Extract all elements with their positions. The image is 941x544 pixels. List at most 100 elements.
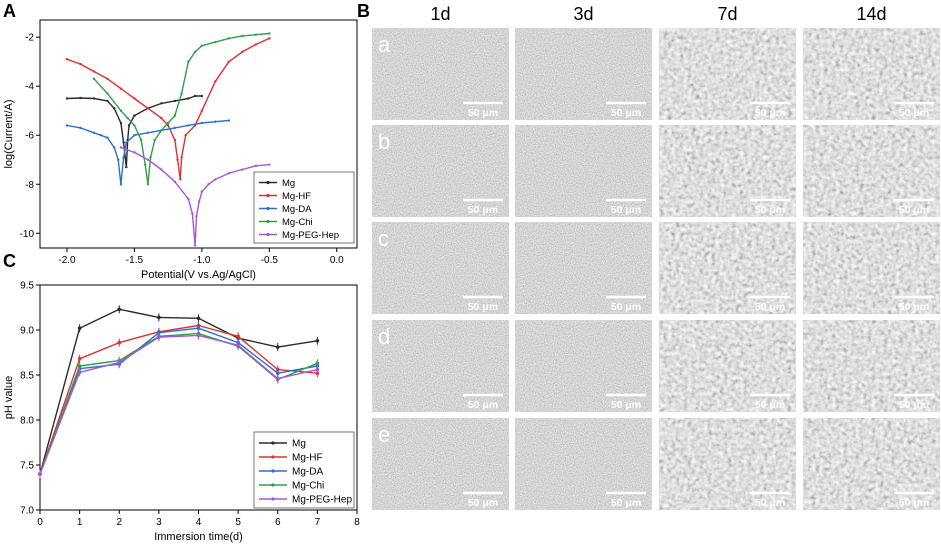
scale-bar-label: 50 μm (611, 497, 641, 509)
data-point (214, 40, 217, 44)
row-label-d: d (378, 324, 390, 349)
data-point (241, 34, 244, 38)
y-tick-label: 9.5 (20, 281, 34, 292)
data-point (125, 141, 128, 144)
x-axis-label: Immersion time(d) (154, 531, 243, 543)
legend-marker (266, 193, 270, 198)
series-line-mg-peg-hep (120, 146, 270, 247)
data-point (200, 44, 204, 47)
data-point (65, 97, 69, 100)
y-tick-label: -10 (20, 229, 35, 240)
x-axis-label: Potential(V vs.Ag/AgCl) (141, 269, 256, 281)
data-point (122, 156, 125, 159)
x-tick-label: 1 (77, 517, 83, 528)
scale-bar-label: 50 μm (899, 204, 929, 216)
data-point (166, 121, 170, 125)
data-point (180, 156, 183, 159)
sem-image-d-1d (372, 320, 509, 412)
series-line-mg-hf (66, 37, 270, 181)
row-label-b: b (378, 129, 390, 154)
legend-marker (266, 206, 270, 211)
data-point (268, 32, 271, 35)
data-point (119, 109, 123, 112)
scale-bar-label: 50 μm (611, 107, 641, 119)
x-tick-label: 7 (315, 517, 321, 528)
legend-label: Mg-HF (282, 191, 311, 202)
data-point (106, 77, 109, 81)
data-point (166, 124, 170, 127)
data-point (65, 124, 69, 127)
scale-bar-label: 50 μm (899, 399, 929, 411)
sem-image-c-7d (659, 222, 796, 314)
scale-bar-label: 50 μm (755, 399, 785, 411)
scale-bar-label: 50 μm (611, 301, 641, 313)
sem-image-a-7d (659, 28, 796, 120)
data-point (125, 165, 128, 169)
scale-bar-label: 50 μm (468, 301, 498, 313)
x-tick-label: 3 (156, 517, 162, 528)
data-point (79, 96, 82, 100)
data-point (197, 200, 201, 203)
data-point (119, 146, 123, 149)
legend-label: Mg-Chi (282, 217, 313, 228)
x-tick-label: -2.0 (58, 255, 76, 266)
x-tick-label: -1.0 (193, 255, 211, 266)
x-tick-label: 6 (275, 517, 281, 528)
data-point (200, 94, 204, 98)
data-point (173, 138, 177, 142)
legend-marker (271, 483, 275, 487)
x-tick-label: 2 (116, 517, 122, 528)
data-point (117, 158, 120, 161)
data-point (227, 37, 231, 40)
data-point (187, 124, 190, 127)
data-point (227, 172, 231, 175)
data-point (99, 134, 102, 137)
series-line-mg-da (66, 119, 229, 185)
legend-label: Mg-PEG-Hep (282, 230, 339, 241)
data-point (187, 197, 190, 201)
data-point (146, 107, 150, 110)
data-point (173, 99, 177, 103)
y-axis-label: log(Current/A) (3, 99, 15, 168)
data-point (214, 120, 217, 123)
data-point (133, 114, 136, 117)
row-label-a: a (378, 32, 391, 57)
legend-label: Mg-Chi (292, 481, 324, 492)
data-point (191, 212, 194, 215)
x-tick-label: 0 (37, 517, 43, 528)
data-point (106, 136, 109, 139)
y-tick-label: -4 (25, 82, 34, 93)
scale-bar-label: 50 μm (468, 399, 498, 411)
data-point (268, 163, 271, 166)
data-point (79, 62, 82, 66)
data-point (193, 50, 197, 54)
sem-image-b-7d (659, 125, 796, 217)
data-point (214, 178, 217, 181)
data-point (112, 107, 116, 110)
legend-marker (266, 219, 270, 224)
data-point (133, 124, 136, 127)
legend-label: Mg-HF (292, 453, 323, 464)
x-tick-label: 5 (235, 517, 241, 528)
data-point (187, 97, 190, 100)
sem-image-a-1d (372, 28, 509, 120)
x-tick-label: -1.5 (126, 255, 144, 266)
panel-label-c: C (3, 251, 16, 271)
data-point (241, 168, 244, 171)
legend-marker (266, 180, 270, 185)
scale-bar-label: 50 μm (611, 204, 641, 216)
sem-image-grid: 1d 3d 7d 14d 50 μm 50 μm 50 μm 50 μm a 50 μm 50 μm… (372, 4, 940, 510)
series-line-mg-chi (93, 32, 270, 185)
series-line-mg-peg-hep (39, 334, 318, 475)
scale-bar-label: 50 μm (899, 497, 929, 509)
sem-image-b-14d (803, 125, 940, 217)
sem-image-e-14d (803, 418, 940, 510)
legend-label: Mg-PEG-Hep (292, 495, 352, 506)
data-point (119, 183, 123, 186)
scale-bar-label: 50 μm (899, 107, 929, 119)
data-point (187, 60, 190, 63)
data-point (112, 146, 116, 149)
data-point (160, 102, 163, 105)
data-point (173, 180, 177, 184)
sem-image-d-14d (803, 320, 940, 412)
